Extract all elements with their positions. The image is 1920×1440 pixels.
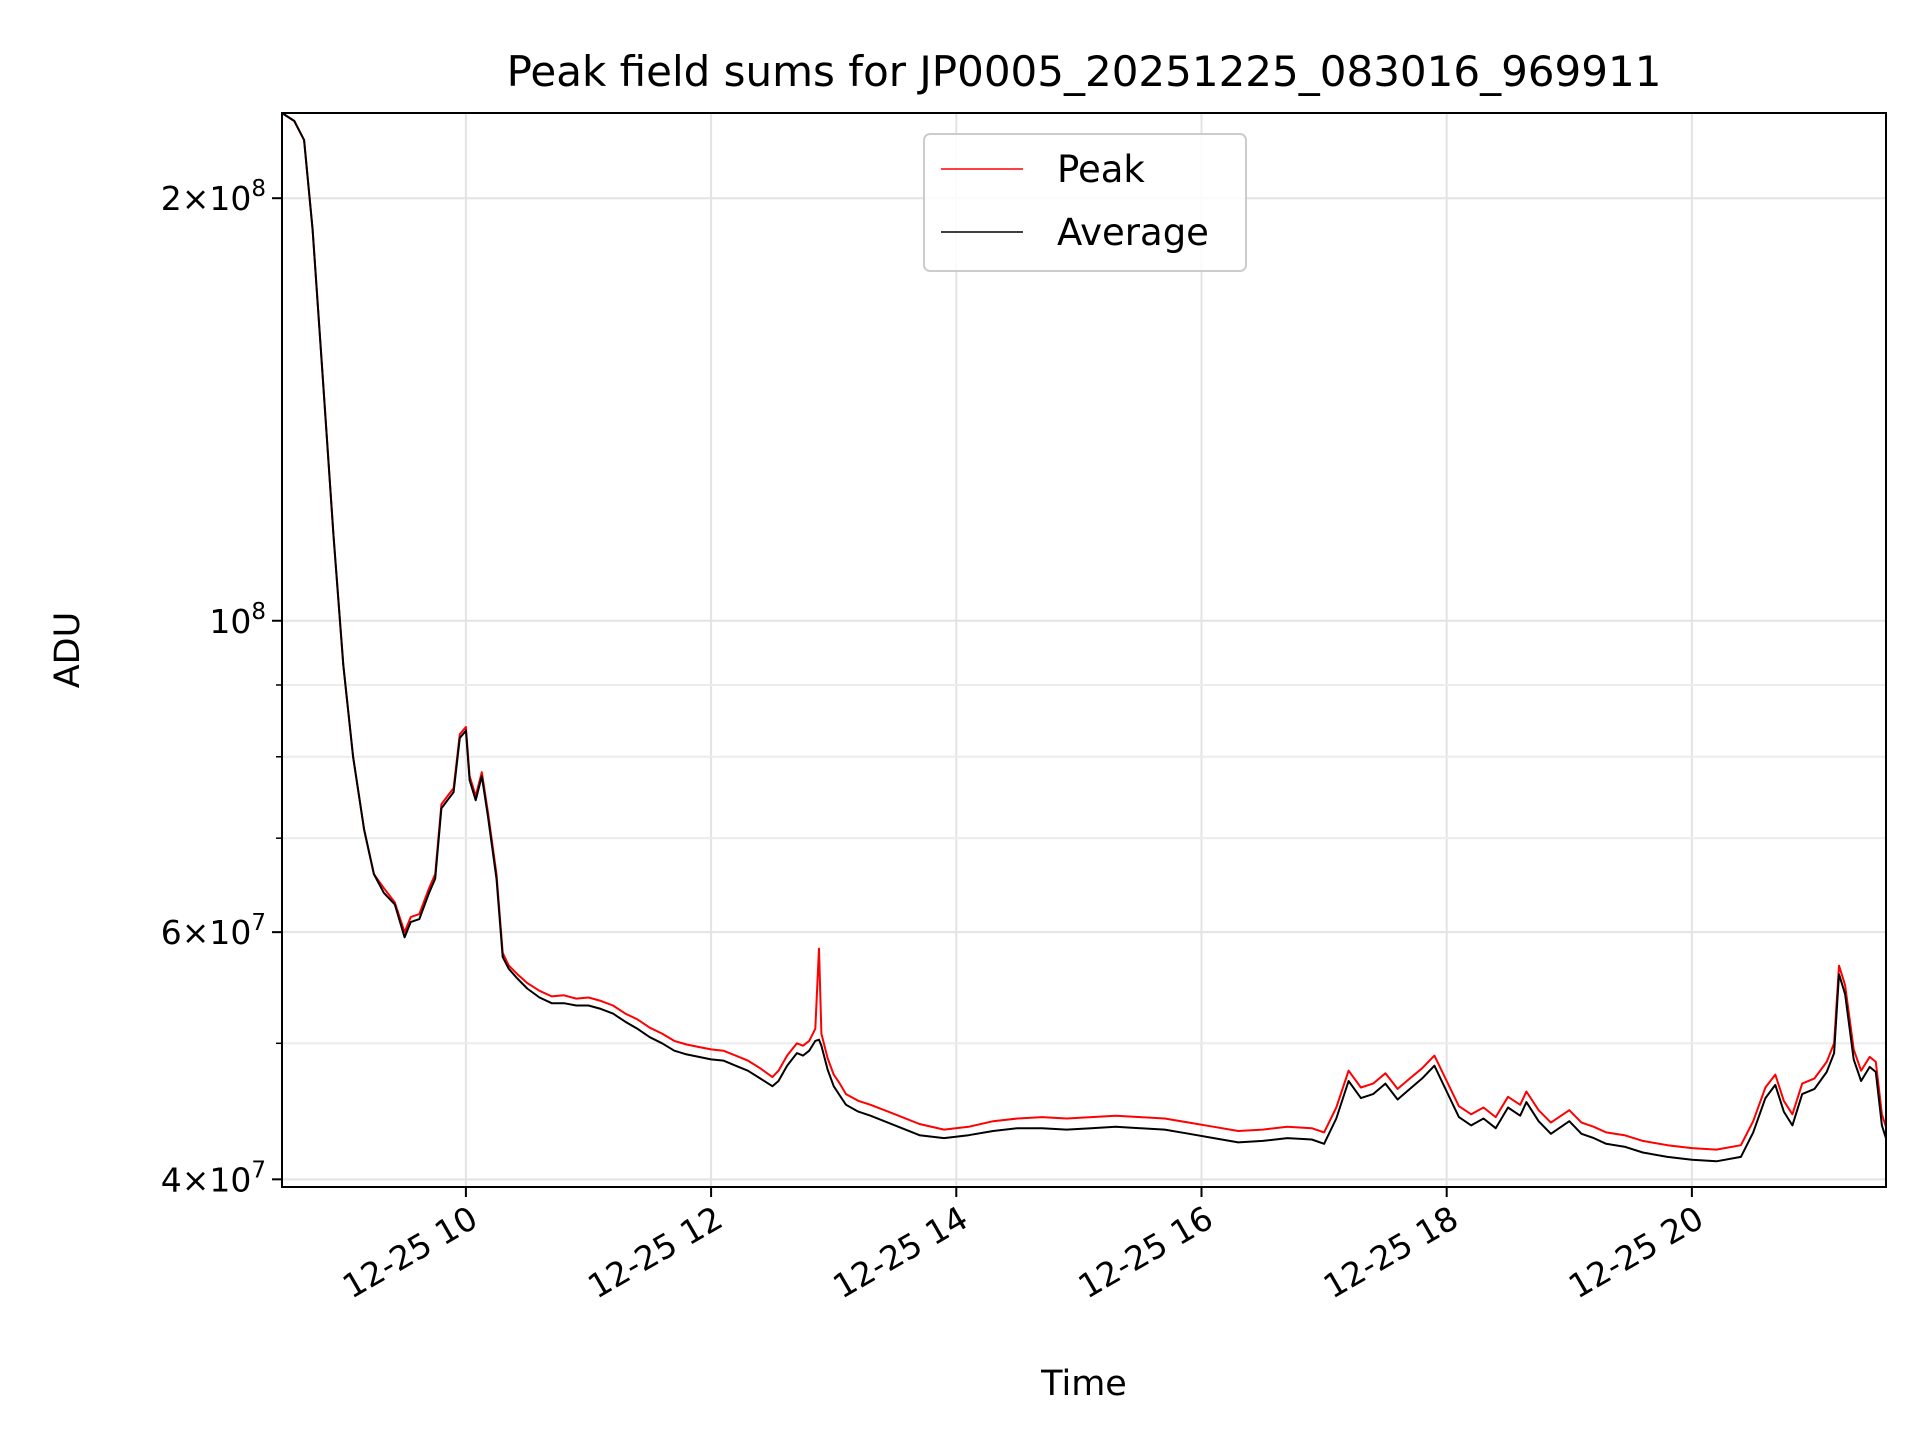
legend-label-average: Average [1057,211,1209,254]
legend: Peak Average [923,133,1247,272]
chart-title: Peak field sums for JP0005_20251225_0830… [507,47,1662,96]
y-tick-label: 6×107 [161,910,266,952]
plot-frame [281,112,1887,1188]
y-tick-label: 2×108 [161,176,266,218]
legend-label-peak: Peak [1057,148,1145,191]
y-axis: 4×107 6×107 108 2×108 [161,176,282,1199]
y-tick-label: 4×107 [161,1157,266,1199]
series-line-average [282,113,1886,1163]
series-layer [282,113,1886,1163]
y-axis-label: ADU [48,612,88,689]
y-tick-label: 108 [209,599,266,641]
x-axis-label: Time [1040,1364,1127,1404]
